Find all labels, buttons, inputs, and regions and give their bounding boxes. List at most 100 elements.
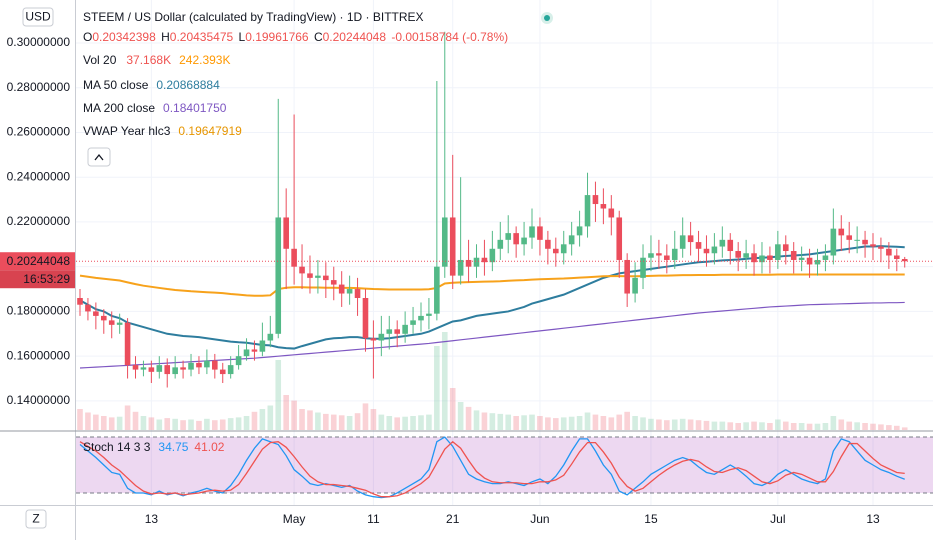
candle-body [156,365,163,372]
volume-bar [782,421,789,430]
candle-body [632,277,638,294]
timezone-button[interactable] [25,509,47,529]
volume-bar [862,423,868,430]
candle-body [838,228,845,236]
candle-body [148,367,155,372]
volume-bar [735,423,741,430]
candle-body [219,369,226,375]
volume-bar [703,420,710,430]
x-tick-label: 13 [866,512,880,526]
volume-bar [267,405,274,430]
candle-body [251,349,258,352]
volume-bar [465,406,472,430]
candle-body [441,217,448,267]
indicator-name: MA 200 close [83,101,155,115]
candle-body [656,253,662,256]
candle-body [608,208,615,218]
candle-body [124,322,131,366]
volume-bar [116,416,123,430]
volume-bar [100,416,107,430]
x-tick-label: 15 [644,512,658,526]
stoch-legend: Stoch 14 3 3 34.75 41.02 [83,440,225,454]
candle-body [695,242,702,249]
ma200-legend: MA 200 close 0.18401750 [83,101,227,115]
y-tick-label: 0.22000000 [7,214,71,228]
candle-body [434,266,440,314]
volume-bar [338,415,345,430]
indicator-name: VWAP Year hlc3 [83,124,171,138]
candle-body [846,235,853,240]
candle-body [664,255,670,260]
chart-title: STEEM / US Dollar (calculated by Trading… [83,10,424,24]
volume-bar [886,425,892,430]
indicator-name: Stoch 14 3 3 [83,440,151,454]
volume-bar [695,420,702,430]
candle-body [767,255,773,260]
candle-body [822,255,829,260]
volume-bar [394,417,400,430]
candle-body [806,257,813,265]
candle-body [671,248,678,260]
candle-body [204,360,210,368]
candle-body [394,329,400,334]
ohlc-legend: O0.20342398 H0.20435475 L0.19961766 C0.2… [83,30,508,44]
candle-body [775,244,781,260]
volume-bar [227,418,234,430]
candle-body [489,248,496,263]
currency-button[interactable] [22,7,54,27]
volume-bar [243,416,250,430]
candle-body [513,233,519,245]
collapse-button[interactable] [87,147,111,167]
indicator-value: 0.18401750 [163,101,227,115]
ohlc-value: 0.20342398 [92,30,156,44]
candle-body [560,244,567,254]
volume-bar [513,416,519,430]
ma50-legend: MA 50 close 0.20868884 [83,78,220,92]
candle-body [100,315,107,321]
volume-bar [878,424,884,430]
volume-bar [576,416,583,430]
volume-bar [767,423,773,430]
volume-bar [370,409,377,430]
candle-body [299,266,305,274]
ohlc-value: 0.19961766 [245,30,309,44]
ohlc-value: 0.20435475 [170,30,234,44]
candle-body [743,253,749,258]
candle-body [330,280,337,285]
volume-bar [132,411,139,430]
candle-body [600,204,607,209]
volume-bar [806,423,813,430]
candle-body [196,362,202,368]
candle-body [648,253,654,258]
ohlc-key: O [83,30,92,44]
volume-bar [481,412,488,430]
volume-bar [362,403,369,430]
candle-body [108,320,115,325]
ohlc-value: 0.20244048 [323,30,387,44]
indicator-line [79,273,905,297]
volume-bar [830,416,837,430]
volume-bar [600,416,607,430]
candle-body [521,237,527,245]
volume-bar [93,414,99,430]
indicator-value: 242.393K [179,53,230,67]
volume-bar [85,412,91,430]
candle-body [362,298,369,339]
x-tick-label: Jul [770,512,785,526]
volume-bar [838,419,845,430]
volume-bar [410,416,416,430]
volume-bar [259,409,266,430]
ohlc-key: H [161,30,170,44]
volume-bar [434,346,440,430]
candle-body [259,340,266,352]
y-tick-label: 0.16000000 [7,348,71,362]
legend: STEEM / US Dollar (calculated by Trading… [83,10,553,454]
y-tick-label: 0.18000000 [7,304,71,318]
volume-bar [568,416,575,430]
candle-body [354,289,361,299]
volume-bar [275,360,282,430]
volume-bar [648,418,654,430]
candle-body [164,365,171,375]
candle-body [727,239,734,252]
candle-body [901,259,908,262]
